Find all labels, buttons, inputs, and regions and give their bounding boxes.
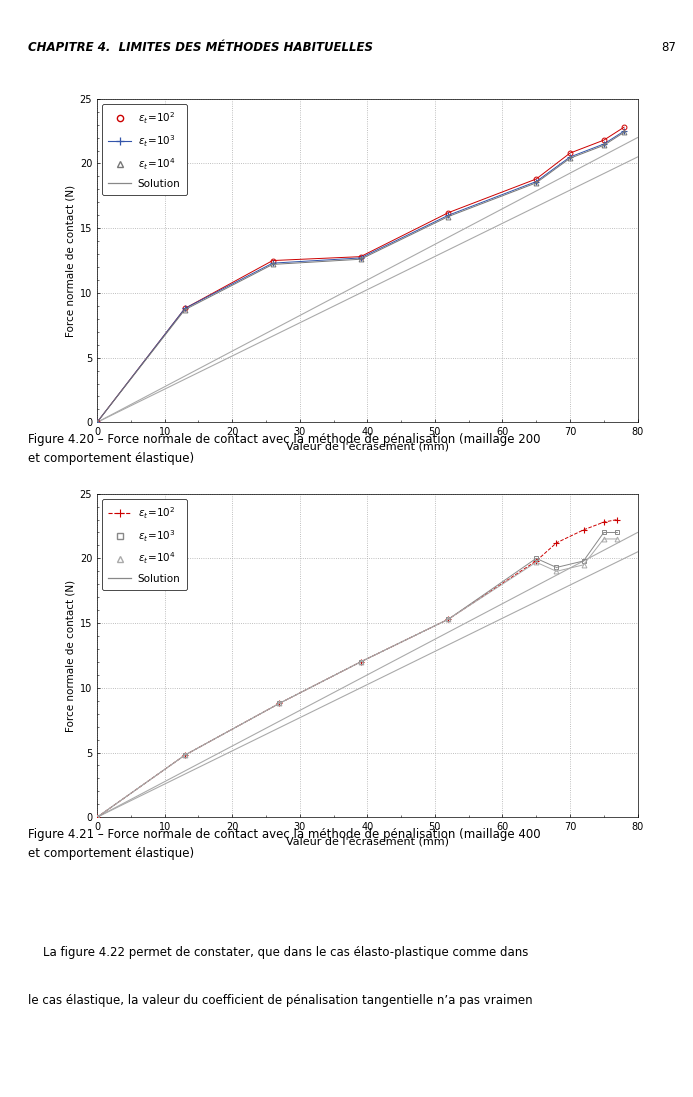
X-axis label: Valeur de l'écrasement (mm): Valeur de l'écrasement (mm): [286, 443, 449, 453]
Text: 87: 87: [661, 41, 676, 54]
Legend: $\varepsilon_t\!=\!10^2$, $\varepsilon_t\!=\!10^3$, $\varepsilon_t\!=\!10^4$, So: $\varepsilon_t\!=\!10^2$, $\varepsilon_t…: [103, 104, 186, 195]
Text: Figure 4.20 – Force normale de contact avec la méthode de pénalisation (maillage: Figure 4.20 – Force normale de contact a…: [28, 433, 541, 465]
Y-axis label: Force normale de contact (N): Force normale de contact (N): [66, 579, 76, 732]
Text: Figure 4.21 – Force normale de contact avec la méthode de pénalisation (maillage: Figure 4.21 – Force normale de contact a…: [28, 828, 541, 860]
Text: La figure 4.22 permet de constater, que dans le cas élasto-plastique comme dans: La figure 4.22 permet de constater, que …: [28, 946, 528, 959]
Text: CHAPITRE 4.  LIMITES DES MÉTHODES HABITUELLES: CHAPITRE 4. LIMITES DES MÉTHODES HABITUE…: [28, 41, 373, 54]
Text: le cas élastique, la valeur du coefficient de pénalisation tangentielle n’a pas : le cas élastique, la valeur du coefficie…: [28, 994, 532, 1007]
Y-axis label: Force normale de contact (N): Force normale de contact (N): [66, 184, 76, 337]
X-axis label: Valeur de l'écrasement (mm): Valeur de l'écrasement (mm): [286, 838, 449, 848]
Legend: $\varepsilon_t\!=\!10^2$, $\varepsilon_t\!=\!10^3$, $\varepsilon_t\!=\!10^4$, So: $\varepsilon_t\!=\!10^2$, $\varepsilon_t…: [103, 499, 186, 590]
